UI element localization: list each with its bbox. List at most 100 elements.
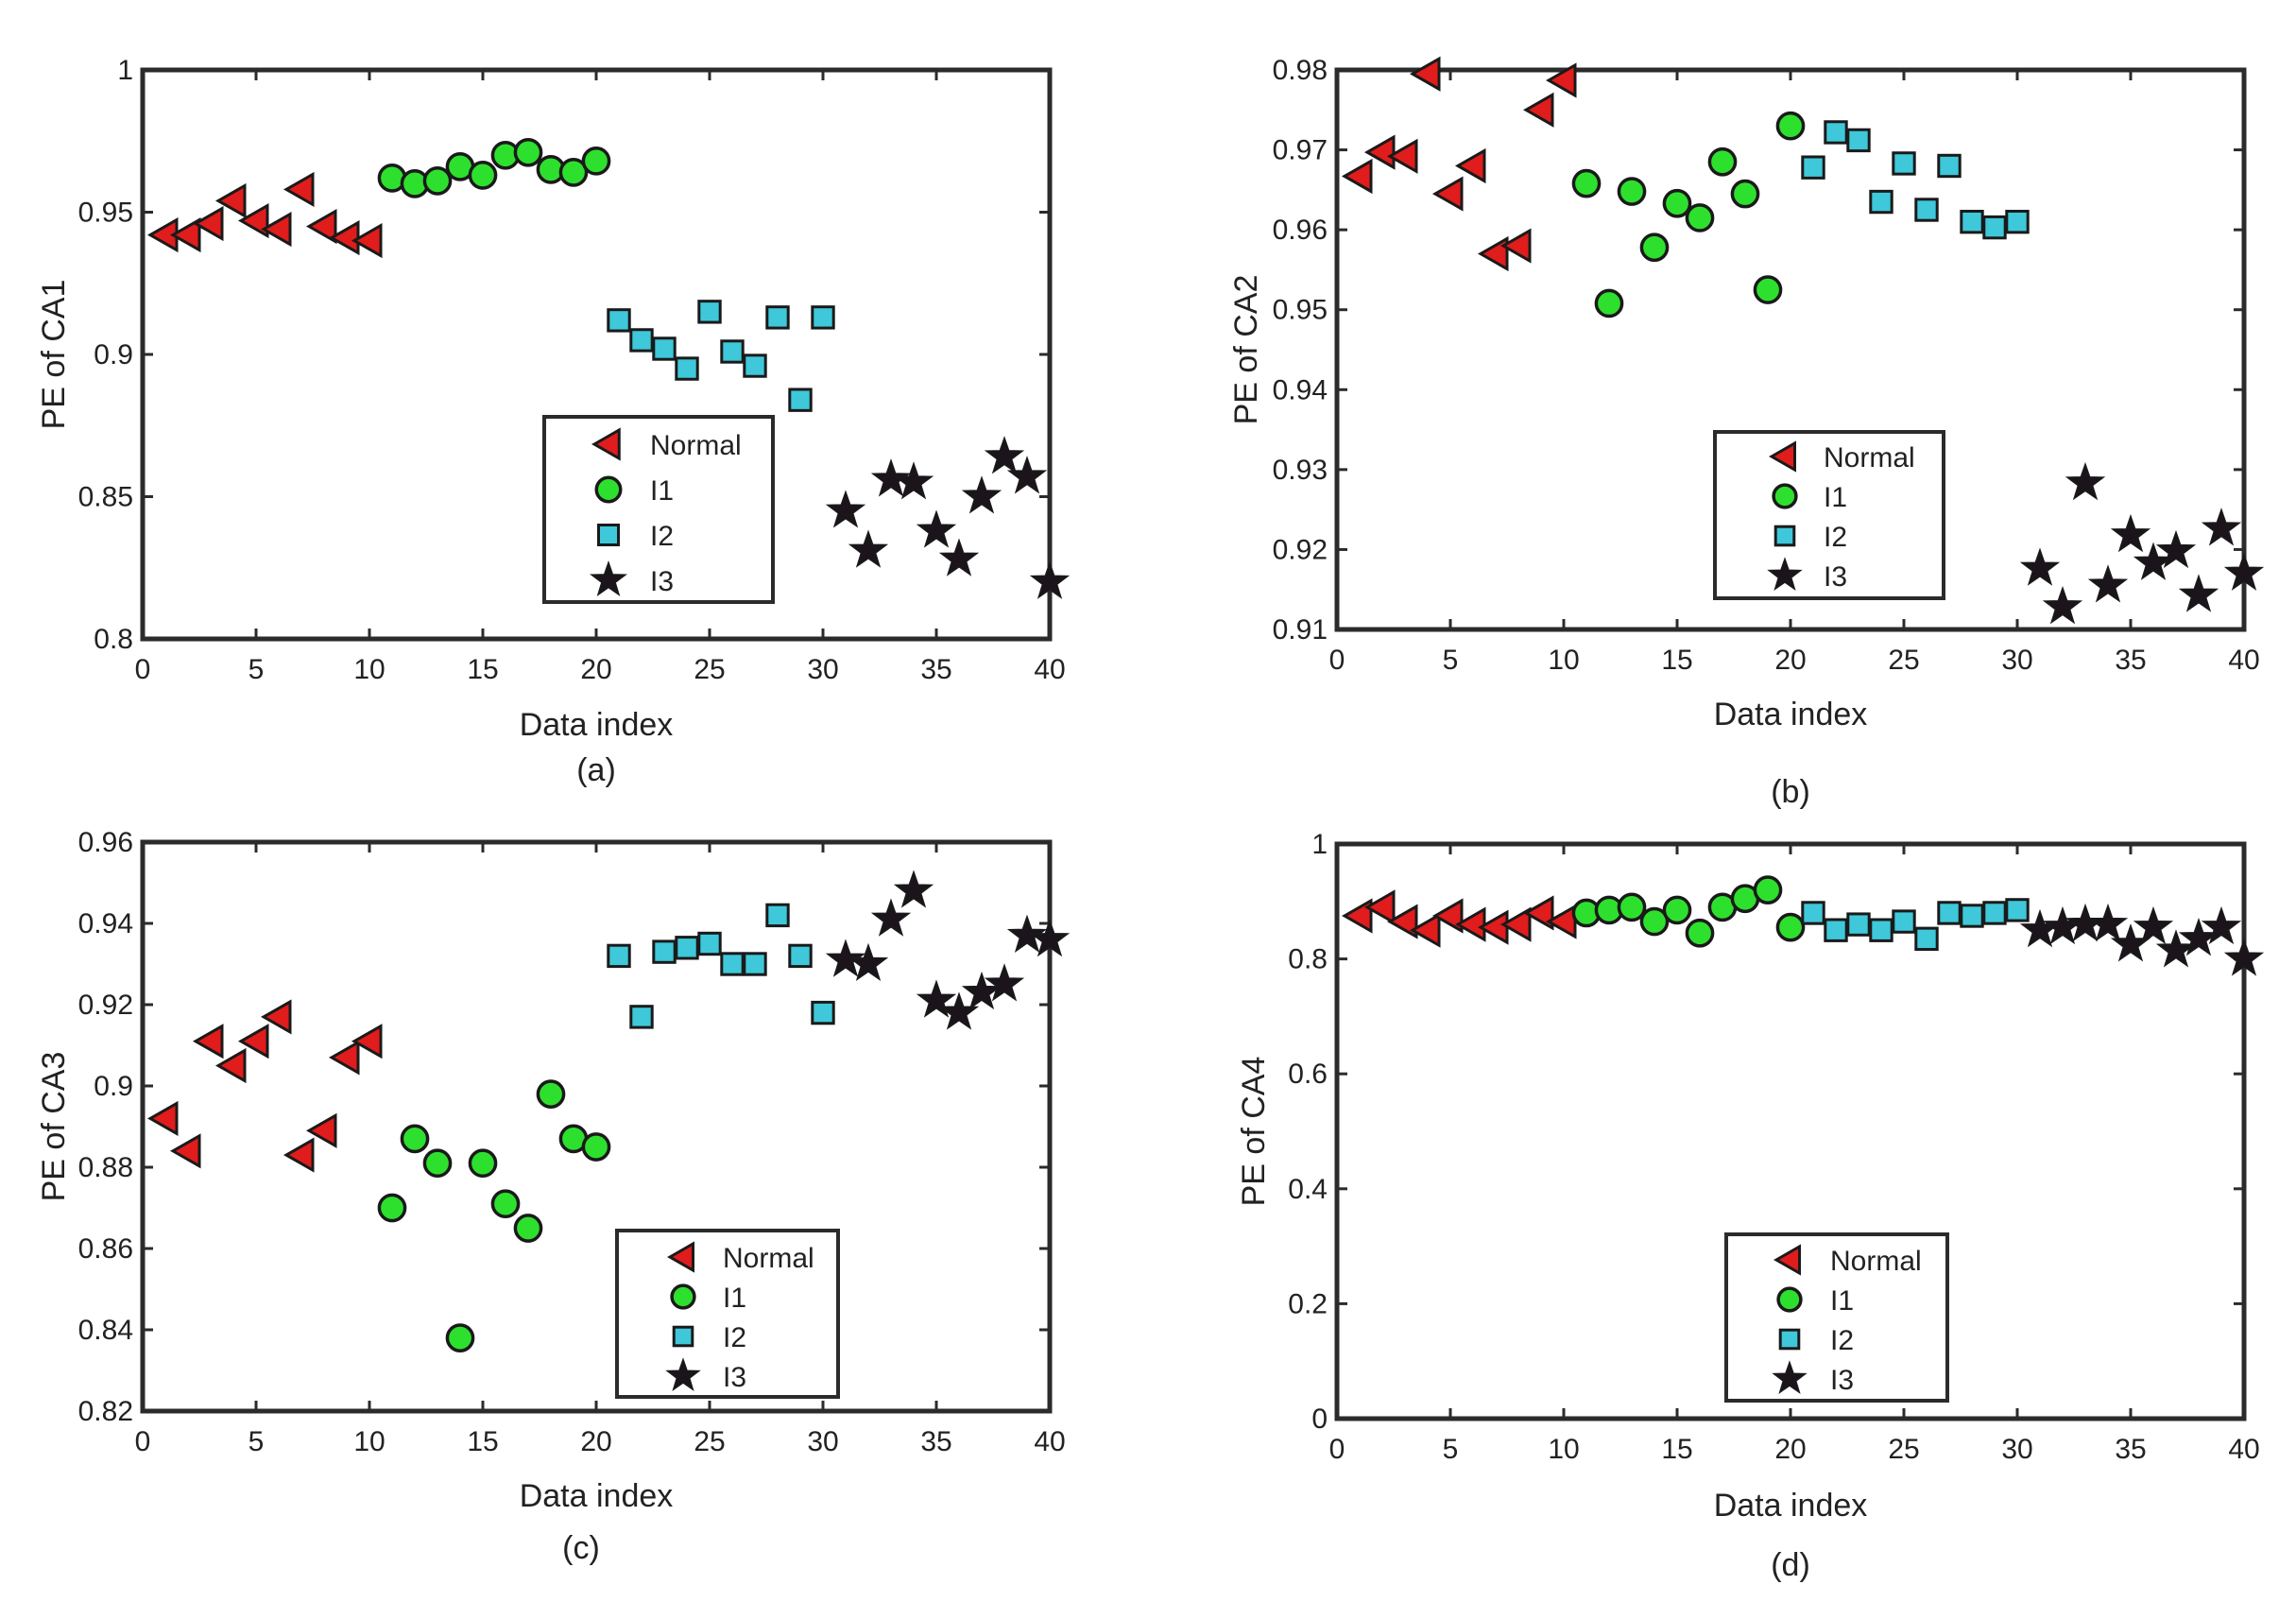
x-tick-label-c: 40	[1034, 1426, 1065, 1457]
y-tick-label-c: 0.86	[78, 1233, 133, 1265]
data-point-i1	[1617, 177, 1647, 206]
data-point-i3	[2110, 513, 2151, 553]
data-point-normal	[1499, 228, 1532, 264]
series-i3-d	[2019, 903, 2265, 976]
legend-marker-i3	[1767, 557, 1803, 592]
data-point-i1	[1753, 275, 1783, 304]
data-point-i3	[1006, 456, 1048, 494]
data-point-normal	[1499, 906, 1532, 942]
data-point-normal	[1477, 235, 1509, 272]
data-point-i1	[400, 1124, 430, 1154]
data-point-i2	[1937, 153, 1962, 179]
data-point-i3	[2223, 938, 2265, 976]
y-tick-label-c: 0.82	[78, 1396, 133, 1427]
series-i1-b	[1571, 111, 1806, 319]
data-point-i2	[607, 308, 631, 333]
x-axis-label-a: Data index	[520, 707, 674, 743]
x-tick-label-d: 10	[1548, 1434, 1579, 1465]
data-point-i1	[513, 137, 543, 167]
y-tick-label-a: 0.9	[94, 339, 133, 370]
data-point-i3	[1029, 918, 1071, 957]
x-tick-label-d: 25	[1888, 1434, 1919, 1465]
x-tick-label-d: 40	[2228, 1434, 2259, 1465]
y-tick-label-b: 0.96	[1273, 215, 1328, 246]
data-point-i1	[1594, 288, 1624, 319]
legend-b: Normal I1 I2 I3	[1713, 430, 1945, 600]
data-point-normal	[146, 1100, 179, 1136]
data-point-i3	[2065, 461, 2106, 501]
plot-area-a: 0 5 10 15 20 25 30 35 40 0.8 0.85 0.9 0.95 1 Normal I1 I…	[78, 55, 1071, 685]
data-point-i2	[629, 328, 654, 353]
legend-label-i2: I2	[1824, 522, 1847, 553]
x-tick-label-b: 25	[1888, 645, 1919, 676]
legend-marker-i3	[590, 560, 627, 597]
x-tick-label-d: 20	[1774, 1434, 1806, 1465]
x-tick-label-a: 10	[353, 654, 385, 685]
data-point-i1	[1639, 906, 1670, 937]
data-point-i1	[1617, 892, 1647, 922]
data-point-i2	[2005, 209, 2030, 234]
series-normal-d	[1341, 889, 1577, 948]
data-point-normal	[214, 1047, 247, 1084]
data-point-i3	[2087, 564, 2129, 603]
x-tick-label-b: 20	[1774, 645, 1806, 676]
y-tick-label-d: 0.2	[1288, 1288, 1328, 1319]
y-tick-label-c: 0.9	[94, 1071, 133, 1102]
data-point-i2	[765, 305, 790, 330]
data-point-i3	[2042, 586, 2083, 625]
legend-label-i3: I3	[1830, 1365, 1854, 1396]
data-point-i3	[870, 458, 912, 497]
y-axis-label-a: PE of CA1	[36, 280, 72, 430]
data-point-i2	[697, 300, 722, 324]
data-point-i1	[1662, 188, 1692, 218]
data-point-i1	[377, 1193, 407, 1223]
data-point-normal	[1341, 158, 1373, 195]
legend-marker-i3	[1772, 1360, 1808, 1395]
x-tick-label-a: 0	[135, 654, 151, 685]
data-point-normal	[1545, 62, 1577, 98]
x-tick-label-c: 15	[467, 1426, 498, 1457]
legend-box-c	[615, 1229, 840, 1399]
data-point-normal	[1386, 138, 1418, 174]
data-point-i2	[1892, 151, 1916, 176]
data-point-normal	[1522, 895, 1554, 931]
legend-label-i1: I1	[1830, 1285, 1854, 1317]
data-point-i2	[1960, 904, 1984, 928]
data-point-normal	[1409, 912, 1441, 948]
data-point-normal	[351, 1024, 383, 1059]
data-point-i3	[2201, 905, 2242, 945]
legend-label-normal: Normal	[723, 1243, 814, 1274]
data-point-i3	[870, 898, 912, 937]
data-point-i2	[675, 936, 699, 960]
x-tick-label-c: 5	[248, 1426, 265, 1457]
data-point-i2	[1960, 209, 1984, 234]
series-i1-c	[377, 1079, 611, 1352]
data-point-normal	[1431, 176, 1464, 212]
y-tick-label-b: 0.97	[1273, 135, 1328, 166]
data-point-i1	[1775, 912, 1806, 942]
series-i3-a	[825, 436, 1071, 599]
y-tick-label-b: 0.91	[1273, 614, 1328, 646]
data-point-i1	[1730, 179, 1760, 209]
y-tick-label-b: 0.98	[1273, 55, 1328, 86]
legend-marker-normal	[1768, 440, 1796, 473]
y-tick-label-b: 0.94	[1273, 374, 1328, 405]
data-point-i1	[422, 166, 453, 196]
data-point-i2	[1914, 198, 1939, 222]
data-point-i3	[825, 939, 866, 977]
series-i1-a	[377, 137, 611, 198]
y-tick-label-b: 0.95	[1273, 295, 1328, 326]
data-point-i2	[720, 339, 745, 364]
legend-a: Normal I1 I2 I3	[542, 415, 775, 604]
data-point-i2	[675, 356, 699, 381]
legend-c: Normal I1 I2 I3	[615, 1229, 840, 1399]
plot-area-b: 0 5 10 15 20 25 30 35 40 0.91 0.92 0.93 0.94 0.95 0.96…	[1273, 55, 2265, 676]
x-tick-label-c: 35	[920, 1426, 951, 1457]
data-point-i3	[1006, 914, 1048, 953]
data-point-normal	[1431, 898, 1464, 934]
x-tick-label-a: 5	[248, 654, 265, 685]
y-axis-label-b: PE of CA2	[1228, 275, 1264, 425]
legend-marker-normal	[1773, 1244, 1801, 1276]
axes-frame-c	[140, 839, 1053, 1414]
data-point-i2	[811, 305, 835, 330]
